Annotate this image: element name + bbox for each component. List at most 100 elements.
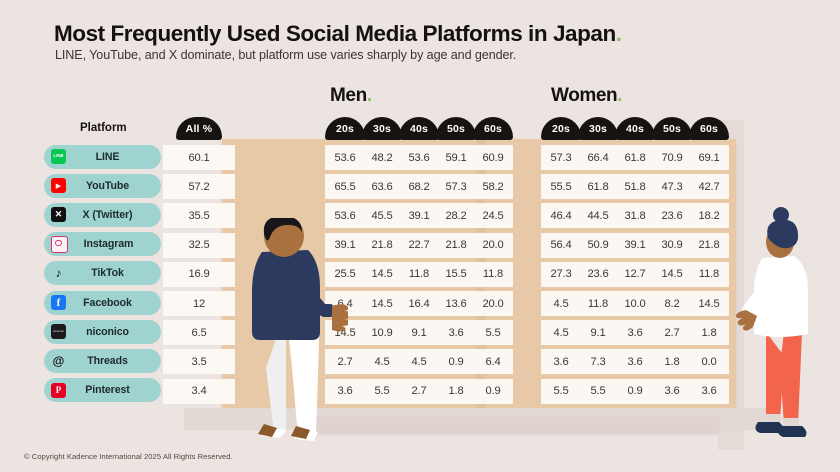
line-icon: LINE [51, 149, 66, 164]
cell-women-20s-4: 27.3 [541, 261, 581, 287]
page-subtitle: LINE, YouTube, and X dominate, but platf… [55, 48, 517, 62]
platform-row-youtube[interactable]: ▶ YouTube [44, 173, 161, 198]
cell-men-60s-3: 20.0 [473, 232, 513, 258]
platform-name-label: X (Twitter) [82, 208, 133, 221]
platform-row-facebook[interactable]: f Facebook [44, 290, 161, 315]
cell-men-20s-1: 65.5 [325, 174, 365, 200]
platform-name-label: Instagram [83, 238, 134, 251]
column-header-men-50s: 50s [436, 117, 476, 140]
cell-women-20s-8: 5.5 [541, 378, 581, 404]
cell-women-30s-8: 5.5 [578, 378, 618, 404]
column-header-women-60s: 60s [689, 117, 729, 140]
illustration-man [236, 218, 348, 443]
threads-icon: @ [52, 353, 65, 368]
cell-men-20s-8: 3.6 [325, 378, 365, 404]
column-header-men-60s: 60s [473, 117, 513, 140]
cell-women-50s-0: 70.9 [652, 145, 692, 170]
cell-men-40s-3: 22.7 [399, 232, 439, 258]
column-header-women-20s: 20s [541, 117, 581, 140]
platform-row-tiktok[interactable]: ♪ TikTok [44, 261, 161, 286]
cell-men-50s-2: 28.2 [436, 203, 476, 229]
column-header-platform: Platform [80, 122, 127, 134]
cell-all-0: 60.1 [163, 145, 235, 170]
cell-men-60s-8: 0.9 [473, 378, 513, 404]
cell-women-20s-7: 3.6 [541, 349, 581, 375]
cell-women-50s-5: 8.2 [652, 291, 692, 316]
platform-row-x-twitter[interactable]: ✕ X (Twitter) [44, 202, 161, 227]
cell-women-30s-7: 7.3 [578, 349, 618, 375]
cell-women-20s-2: 46.4 [541, 203, 581, 229]
cell-men-20s-0: 53.6 [325, 145, 365, 170]
cell-women-30s-3: 50.9 [578, 232, 618, 258]
cell-women-40s-2: 31.8 [615, 203, 655, 229]
cell-men-30s-7: 4.5 [362, 349, 402, 375]
cell-men-50s-7: 0.9 [436, 349, 476, 375]
cell-women-40s-5: 10.0 [615, 291, 655, 316]
cell-all-1: 57.2 [163, 174, 235, 200]
platform-name-label: Facebook [83, 296, 132, 309]
platform-row-instagram[interactable]: Instagram [44, 232, 161, 257]
column-header-women-30s: 30s [578, 117, 618, 140]
page-title-text: Most Frequently Used Social Media Platfo… [54, 21, 616, 46]
cell-women-60s-2: 18.2 [689, 203, 729, 229]
desk-shadow [300, 417, 720, 435]
cell-women-60s-6: 1.8 [689, 320, 729, 346]
cell-women-40s-0: 61.8 [615, 145, 655, 170]
cell-women-50s-4: 14.5 [652, 261, 692, 287]
pinterest-icon: P [51, 382, 66, 398]
cell-men-30s-2: 45.5 [362, 203, 402, 229]
cell-men-50s-8: 1.8 [436, 378, 476, 404]
youtube-icon: ▶ [51, 178, 66, 194]
cell-men-40s-6: 9.1 [399, 320, 439, 346]
cell-women-20s-1: 55.5 [541, 174, 581, 200]
cell-women-30s-1: 61.8 [578, 174, 618, 200]
cell-men-60s-5: 20.0 [473, 291, 513, 316]
cell-men-40s-0: 53.6 [399, 145, 439, 170]
cell-women-30s-4: 23.6 [578, 261, 618, 287]
cell-women-20s-0: 57.3 [541, 145, 581, 170]
cell-women-30s-2: 44.5 [578, 203, 618, 229]
platform-name-label: Threads [87, 354, 128, 367]
cell-men-40s-2: 39.1 [399, 203, 439, 229]
cell-men-60s-4: 11.8 [473, 261, 513, 287]
cell-men-60s-0: 60.9 [473, 145, 513, 170]
cell-all-8: 3.4 [163, 378, 235, 404]
cell-women-50s-1: 47.3 [652, 174, 692, 200]
cell-men-20s-6: 14.5 [325, 320, 365, 346]
cell-women-20s-5: 4.5 [541, 291, 581, 316]
group-heading-women-dot: . [617, 85, 623, 106]
column-header-women-50s: 50s [652, 117, 692, 140]
cell-all-4: 16.9 [163, 261, 235, 287]
cell-women-50s-2: 23.6 [652, 203, 692, 229]
platform-row-niconico[interactable]: niconico niconico [44, 319, 161, 344]
cell-women-50s-3: 30.9 [652, 232, 692, 258]
cell-women-50s-6: 2.7 [652, 320, 692, 346]
cell-women-60s-4: 11.8 [689, 261, 729, 287]
cell-men-40s-4: 11.8 [399, 261, 439, 287]
cell-women-40s-4: 12.7 [615, 261, 655, 287]
cell-women-60s-0: 69.1 [689, 145, 729, 170]
column-header-men-20s: 20s [325, 117, 365, 140]
cell-men-60s-6: 5.5 [473, 320, 513, 346]
cell-all-5: 12 [163, 291, 235, 316]
platform-name-label: LINE [95, 150, 120, 163]
cell-women-40s-3: 39.1 [615, 232, 655, 258]
platform-name-label: niconico [86, 325, 129, 338]
cell-men-50s-3: 21.8 [436, 232, 476, 258]
cell-women-60s-8: 3.6 [689, 378, 729, 404]
cell-men-30s-3: 21.8 [362, 232, 402, 258]
cell-men-30s-0: 48.2 [362, 145, 402, 170]
cell-men-40s-1: 68.2 [399, 174, 439, 200]
platform-row-line[interactable]: LINE LINE [44, 144, 161, 169]
platform-row-pinterest[interactable]: P Pinterest [44, 378, 161, 403]
platform-row-threads[interactable]: @ Threads [44, 348, 161, 373]
page-title: Most Frequently Used Social Media Platfo… [54, 21, 622, 47]
column-header-men-30s: 30s [362, 117, 402, 140]
platform-name-label: Pinterest [85, 384, 130, 397]
cell-all-6: 6.5 [163, 320, 235, 346]
column-header-all: All % [176, 117, 222, 140]
cell-men-50s-0: 59.1 [436, 145, 476, 170]
cell-men-50s-5: 13.6 [436, 291, 476, 316]
cell-women-60s-3: 21.8 [689, 232, 729, 258]
